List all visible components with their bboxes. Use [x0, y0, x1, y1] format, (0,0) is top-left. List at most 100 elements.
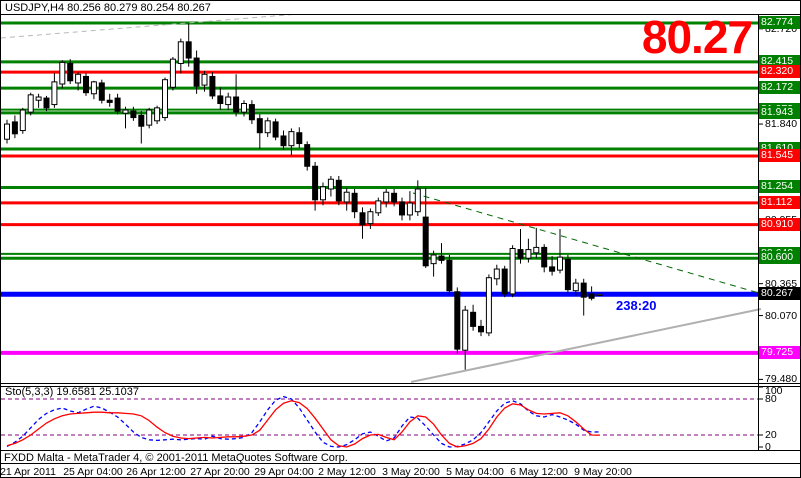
- candle-body: [201, 73, 208, 86]
- price-level-badge: 82.774: [759, 16, 800, 29]
- candle-body: [391, 192, 398, 203]
- subwindow-splitter[interactable]: [1, 383, 800, 387]
- candle-body: [241, 103, 247, 113]
- candle-body: [177, 41, 184, 64]
- candle-body: [564, 258, 571, 291]
- candle-body: [320, 186, 326, 201]
- price-axis-label: 80.365: [765, 277, 798, 290]
- price-level-badge: 80.910: [759, 217, 800, 231]
- candle-body: [98, 82, 105, 101]
- candle-body: [549, 266, 556, 272]
- candle-body: [122, 109, 129, 114]
- stochastic-axis-label: 20: [765, 429, 777, 441]
- candle-body: [430, 254, 437, 265]
- ascending-gray-trendline: [410, 308, 762, 383]
- current-price-big-display: 80.27: [641, 11, 753, 63]
- candle-body: [470, 311, 477, 327]
- time-axis-label: 29 Apr 04:00: [254, 466, 314, 478]
- candle-body: [59, 61, 66, 85]
- candle-body: [154, 107, 161, 122]
- candle-body: [343, 191, 350, 203]
- candle-body: [454, 291, 461, 350]
- price-level-badge: 82.320: [759, 65, 800, 79]
- stochastic-axis-label: 100: [765, 385, 783, 397]
- candle-body: [248, 104, 255, 121]
- candle-body: [367, 211, 374, 225]
- candle-body: [106, 99, 113, 103]
- price-level-badge: 80.267: [759, 287, 800, 301]
- time-axis-label: 5 May 04:00: [446, 466, 504, 478]
- candle-body: [572, 282, 579, 292]
- candle-body: [414, 188, 421, 213]
- candle-body: [90, 81, 97, 95]
- candle-body: [588, 293, 595, 299]
- candle-body: [596, 293, 603, 296]
- stochastic-axis-label: 0: [765, 441, 771, 453]
- candle-body: [533, 246, 540, 254]
- candle-body: [557, 256, 563, 271]
- candle-body: [541, 246, 548, 268]
- time-axis[interactable]: 21 Apr 2011 25 Apr 04:00 26 Apr 12:00 27 Ap…: [0, 463, 800, 478]
- candle-body: [217, 95, 224, 105]
- time-axis-label: 26 Apr 12:00: [126, 466, 186, 478]
- stochastic-indicator-label: Sto(5,3,3) 19.6581 25.1037: [5, 386, 139, 398]
- price-axis-label: 80.070: [765, 309, 798, 322]
- candle-body: [517, 249, 524, 259]
- candle-body: [169, 58, 176, 88]
- copyright-bar: FXDD Malta - MetaTrader 4, © 2001-2011 M…: [1, 450, 800, 464]
- candle-body: [209, 75, 216, 97]
- candle-body: [525, 249, 532, 259]
- candle-body: [146, 109, 153, 126]
- candle-body: [280, 135, 287, 147]
- price-axis-label: 79.480: [765, 373, 798, 386]
- candle-body: [138, 114, 145, 127]
- candle-body: [75, 73, 82, 84]
- candle-body: [438, 255, 445, 261]
- stochastic-axis-label: 80: [765, 393, 777, 405]
- candle-body: [233, 96, 240, 113]
- candle-body: [114, 97, 121, 112]
- time-axis-label: 9 May 20:00: [574, 466, 632, 478]
- candle-body: [35, 96, 42, 101]
- price-level-badge: 81.545: [759, 148, 800, 162]
- stochastic-signal-line: [6, 395, 600, 448]
- candle-body: [264, 120, 271, 134]
- candle-body: [327, 178, 334, 190]
- bar-countdown-label: 238:20: [616, 298, 657, 314]
- candle-body: [580, 282, 587, 298]
- time-axis-label: 3 May 20:00: [382, 466, 440, 478]
- stochastic-main-line: [6, 400, 600, 448]
- price-level-badge: 81.112: [759, 195, 800, 209]
- candle-body: [83, 75, 89, 94]
- candle-body: [335, 179, 342, 202]
- price-level-badge: 80.600: [759, 251, 800, 265]
- time-axis-label: 21 Apr 2011: [0, 466, 56, 478]
- copyright-text: FXDD Malta - MetaTrader 4, © 2001-2011 M…: [4, 452, 348, 464]
- price-axis-border: [758, 15, 759, 450]
- price-level-badge: 79.725: [759, 345, 800, 359]
- candle-body: [501, 268, 508, 295]
- price-level-badge: 81.943: [759, 105, 800, 119]
- candle-body: [67, 62, 74, 82]
- chart-title-bar: USDJPY,H4 80.256 80.279 80.254 80.267: [1, 1, 800, 15]
- candle-body: [51, 81, 58, 106]
- candle-body: [422, 216, 429, 267]
- candle-body: [399, 201, 405, 216]
- candle-body: [375, 200, 382, 214]
- time-axis-label: 25 Apr 04:00: [63, 466, 123, 478]
- candle-body: [19, 109, 26, 132]
- candle-body: [304, 144, 311, 167]
- price-axis-label: 81.840: [765, 118, 798, 131]
- candle-body: [27, 94, 34, 113]
- price-level-badge: 81.254: [759, 180, 800, 194]
- candle-body: [359, 212, 366, 226]
- price-level-badge: 82.415: [759, 54, 800, 68]
- candle-body: [509, 247, 516, 295]
- candle-body: [312, 165, 319, 201]
- candle-body: [288, 131, 295, 147]
- candle-body: [185, 41, 192, 59]
- candle-body: [130, 110, 137, 119]
- candle-body: [462, 309, 469, 351]
